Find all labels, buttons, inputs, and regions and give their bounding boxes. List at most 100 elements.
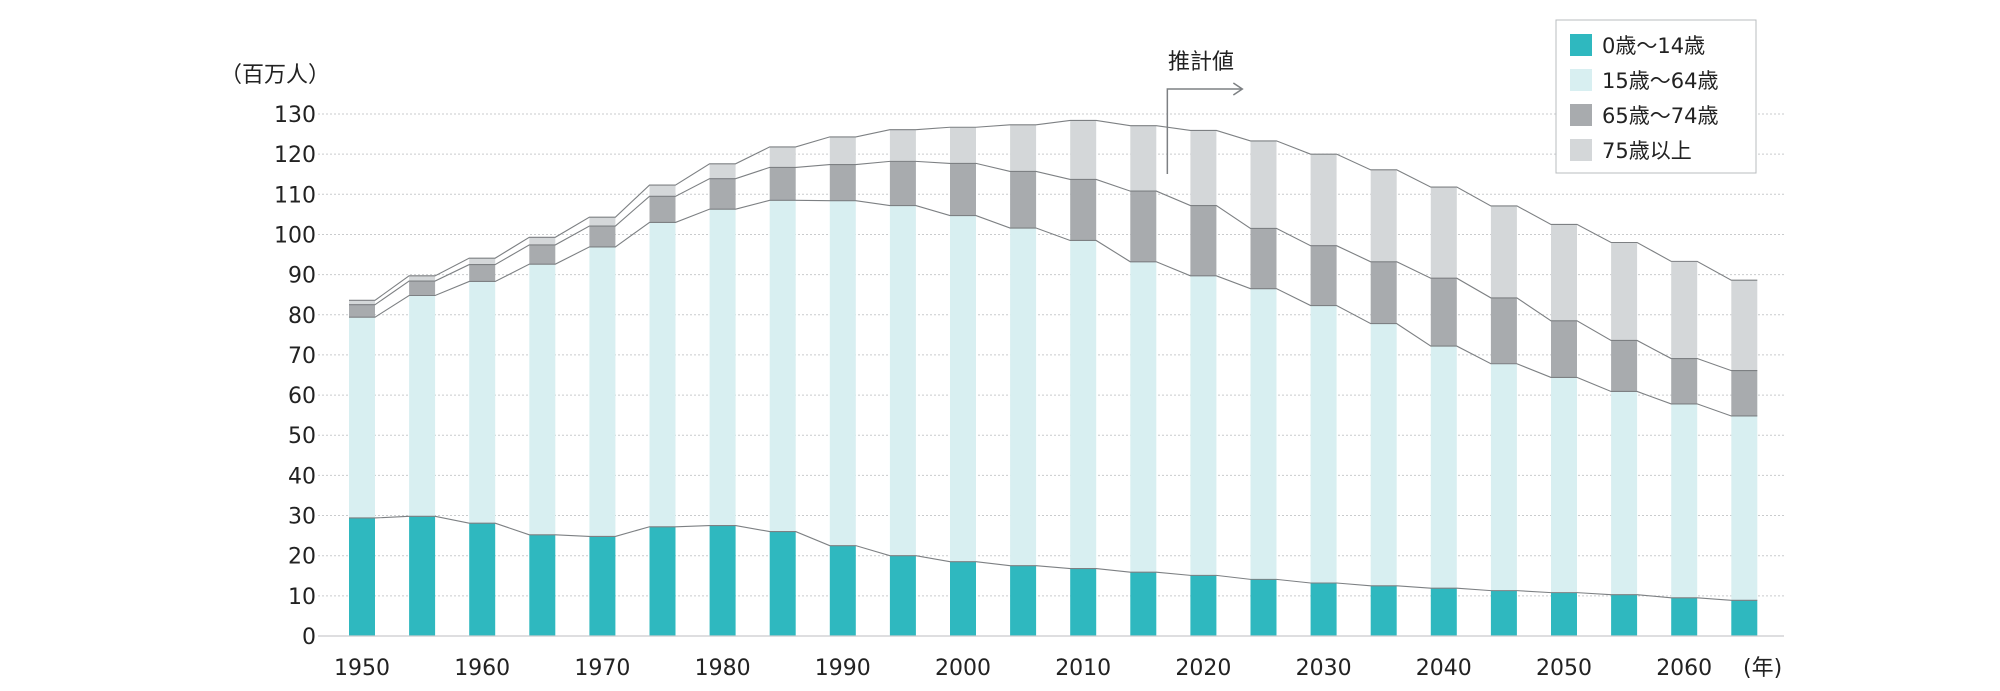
bar-segment — [950, 215, 976, 562]
bar-segment — [1490, 363, 1517, 591]
bar-segment — [950, 561, 976, 636]
bar-segment — [1070, 179, 1097, 241]
bar-segment — [1490, 205, 1517, 298]
estimate-annotation: 推計値 — [1166, 50, 1244, 174]
bar-segment — [769, 200, 796, 532]
bar-segment — [1731, 600, 1758, 636]
bar-segment — [1611, 242, 1638, 341]
bar-segment — [1010, 228, 1037, 566]
bar-segment — [889, 555, 916, 636]
estimate-label: 推計値 — [1168, 50, 1234, 75]
series-top-line — [349, 119, 1758, 301]
legend-label: 15歳〜64歳 — [1602, 69, 1718, 93]
y-tick-label: 90 — [288, 264, 316, 289]
bar-segment — [589, 226, 616, 247]
bar-segment — [889, 161, 916, 206]
y-tick-label: 100 — [274, 223, 316, 248]
bar-segment — [589, 246, 616, 537]
bar-segment — [1190, 575, 1217, 636]
bar-segment — [469, 264, 496, 282]
y-tick-label: 130 — [274, 103, 316, 128]
bar-segment — [1370, 169, 1397, 262]
bar-segment — [1130, 261, 1157, 573]
y-tick-label: 120 — [274, 143, 316, 168]
bar-segment — [469, 523, 496, 636]
x-tick-label: 2030 — [1296, 656, 1352, 681]
bar-segment — [1430, 588, 1457, 636]
bar-segment — [1611, 340, 1638, 392]
bar-segment — [469, 258, 496, 265]
bar-segment — [1310, 582, 1337, 636]
bar-segment — [1190, 275, 1217, 576]
y-tick-label: 80 — [288, 304, 316, 329]
bar-segment — [349, 304, 375, 318]
bar-segment — [1671, 597, 1698, 636]
bar-segment — [1490, 297, 1517, 364]
estimate-arrow-line — [1166, 88, 1242, 174]
x-tick-label: 1980 — [695, 656, 751, 681]
bar-segment — [950, 127, 976, 164]
bar-segment — [1370, 261, 1397, 324]
legend-swatch — [1570, 139, 1592, 161]
y-tick-label: 10 — [288, 585, 316, 610]
bar-segment — [709, 178, 736, 210]
legend-label: 65歳〜74歳 — [1602, 104, 1718, 128]
bars — [349, 120, 1758, 636]
legend-swatch — [1570, 69, 1592, 91]
bar-segment — [409, 516, 436, 636]
y-tick-label: 50 — [288, 424, 316, 449]
bar-segment — [589, 536, 616, 636]
bar-segment — [829, 200, 856, 546]
bar-segment — [1430, 278, 1457, 347]
x-tick-label: 1960 — [454, 656, 510, 681]
x-axis-unit-label: (年) — [1743, 656, 1782, 681]
bar-segment — [1010, 124, 1037, 172]
x-tick-label: 1990 — [815, 656, 871, 681]
bar-segment — [409, 275, 436, 282]
bar-segment — [1250, 288, 1277, 580]
bar-segment — [1310, 305, 1337, 583]
bar-segment — [409, 281, 436, 296]
bar-segment — [1671, 403, 1698, 598]
bar-segment — [1070, 240, 1097, 569]
y-tick-label: 20 — [288, 545, 316, 570]
bar-segment — [349, 317, 375, 518]
x-tick-label: 2020 — [1175, 656, 1231, 681]
bar-segment — [1731, 415, 1758, 601]
y-tick-label: 0 — [302, 625, 316, 650]
x-tick-label: 2010 — [1055, 656, 1111, 681]
bar-segment — [649, 222, 676, 527]
bar-segment — [709, 209, 736, 526]
bar-segment — [529, 244, 556, 265]
connector-lines — [349, 119, 1758, 601]
bar-segment — [1250, 228, 1277, 289]
bar-segment — [1611, 391, 1638, 595]
legend: 0歳〜14歳 15歳〜64歳 65歳〜74歳 75歳以上 — [1555, 19, 1757, 174]
bar-segment — [1010, 171, 1037, 229]
bar-segment — [1490, 590, 1517, 636]
legend-label: 0歳〜14歳 — [1602, 34, 1705, 58]
bar-segment — [1551, 320, 1577, 378]
bar-segment — [1731, 370, 1758, 416]
bar-segment — [1250, 579, 1277, 636]
bar-segment — [769, 167, 796, 201]
bar-segment — [1731, 280, 1758, 371]
bar-segment — [889, 129, 916, 162]
bar-segment — [1130, 125, 1157, 192]
bar-segment — [1190, 205, 1217, 276]
bar-segment — [1070, 568, 1097, 636]
x-tick-label: 1970 — [574, 656, 630, 681]
legend-swatch — [1570, 104, 1592, 126]
x-tick-label: 2040 — [1416, 656, 1472, 681]
bar-segment — [1310, 154, 1337, 246]
series-top-line — [349, 160, 1758, 372]
bar-segment — [1611, 594, 1638, 636]
bar-segment — [769, 531, 796, 636]
bar-segment — [1551, 224, 1577, 321]
x-tick-label: 2060 — [1656, 656, 1712, 681]
legend-label: 75歳以上 — [1602, 139, 1692, 163]
bar-segment — [709, 525, 736, 636]
bar-segment — [589, 217, 616, 227]
